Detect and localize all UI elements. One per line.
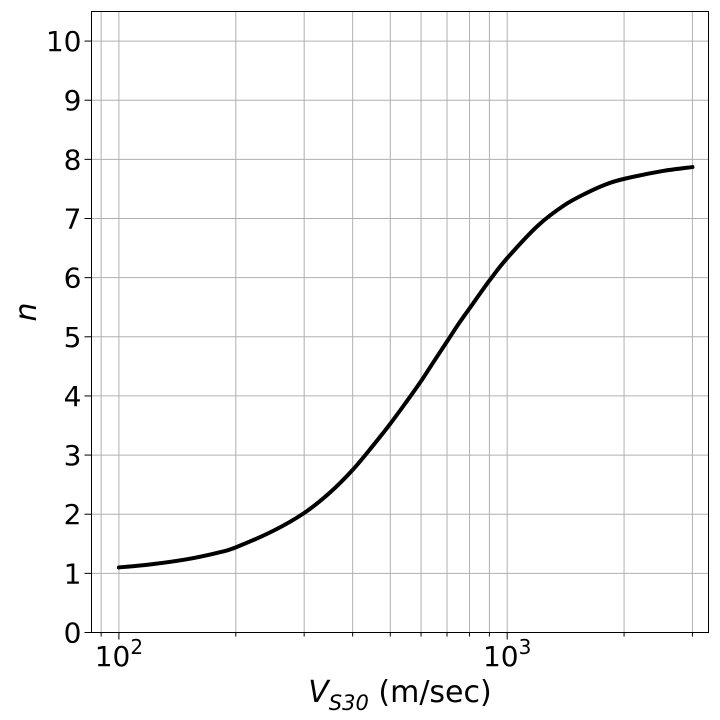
tick-layer: 102 103 0 1 2 3 4 5 6 7 8 9 10 — [46, 25, 693, 673]
x-tick-label: 103 — [483, 635, 531, 673]
x-axis-label: VS30 (m/sec) — [308, 675, 491, 715]
y-tick-label: 5 — [64, 321, 82, 354]
y-tick-label: 9 — [64, 84, 82, 117]
y-tick-label: 3 — [64, 439, 82, 472]
x-tick-label: 102 — [95, 635, 143, 673]
y-tick-label: 2 — [64, 498, 82, 531]
y-tick-label: 6 — [64, 262, 82, 295]
x-axis-label-units: (m/sec) — [369, 675, 492, 710]
plot-frame — [91, 11, 709, 633]
y-tick-label: 10 — [46, 25, 82, 58]
y-tick-label: 1 — [64, 557, 82, 590]
y-tick-label: 0 — [64, 617, 82, 650]
x-axis-label-subscript: S30 — [329, 691, 369, 715]
grid-layer — [91, 11, 709, 633]
y-tick-label: 8 — [64, 143, 82, 176]
y-axis-label: n — [9, 302, 44, 321]
y-tick-label: 7 — [64, 203, 82, 236]
series-line — [116, 165, 695, 570]
x-axis-label-main: V — [308, 675, 331, 710]
line-layer — [116, 165, 695, 570]
y-tick-label: 4 — [64, 380, 82, 413]
